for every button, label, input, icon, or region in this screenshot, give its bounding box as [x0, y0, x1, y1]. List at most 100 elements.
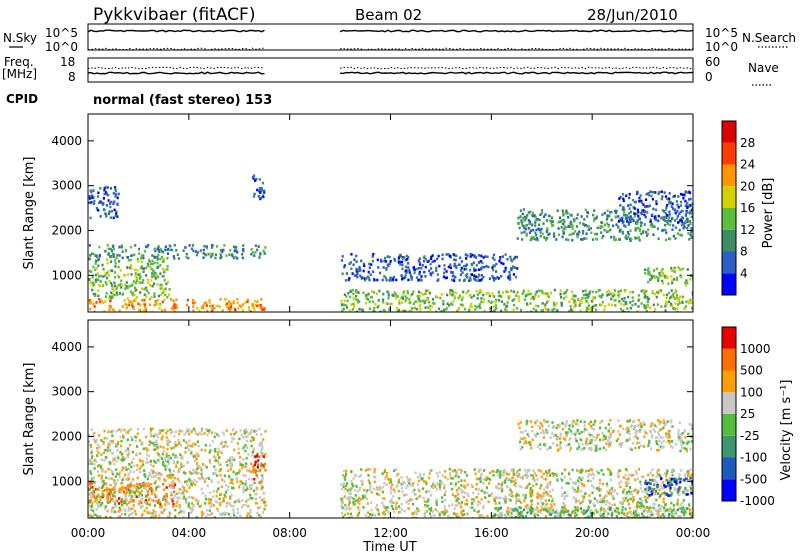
data-cell: [401, 257, 404, 260]
data-cell: [205, 246, 209, 250]
data-cell: [209, 500, 212, 504]
data-cell: [470, 273, 473, 276]
data-cell: [443, 271, 446, 275]
data-cell: [627, 223, 630, 226]
data-cell: [135, 489, 138, 492]
data-cell: [438, 471, 441, 474]
data-cell: [145, 494, 148, 498]
data-cell: [196, 307, 199, 310]
data-cell: [172, 304, 175, 308]
data-cell: [438, 483, 441, 486]
data-cell: [440, 293, 443, 296]
data-cell: [586, 306, 589, 309]
data-cell: [638, 516, 641, 518]
data-cell: [607, 303, 610, 306]
data-cell: [210, 512, 213, 515]
data-cell: [429, 469, 432, 472]
data-cell: [459, 468, 462, 471]
data-cell: [414, 471, 417, 475]
data-cell: [510, 480, 513, 483]
data-cell: [415, 497, 418, 501]
data-cell: [357, 506, 360, 509]
data-cell: [412, 511, 415, 515]
data-cell: [556, 478, 559, 481]
data-cell: [406, 258, 409, 261]
data-cell: [638, 239, 641, 242]
data-cell: [173, 446, 176, 449]
data-cell: [240, 505, 244, 509]
data-cell: [534, 215, 537, 219]
data-cell: [665, 435, 668, 438]
data-cell: [578, 516, 581, 518]
data-cell: [651, 197, 654, 201]
data-cell: [152, 499, 155, 502]
data-cell: [492, 264, 495, 267]
data-cell: [621, 309, 624, 312]
data-cell: [521, 212, 524, 216]
data-cell: [194, 497, 197, 501]
data-cell: [160, 437, 163, 440]
data-cell: [665, 472, 668, 475]
data-cell: [645, 231, 648, 234]
data-cell: [650, 194, 653, 198]
data-cell: [238, 461, 242, 464]
data-cell: [403, 493, 406, 497]
data-cell: [382, 292, 385, 296]
data-cell: [95, 206, 98, 210]
data-cell: [464, 253, 467, 256]
data-cell: [662, 218, 666, 221]
data-cell: [542, 502, 545, 506]
data-cell: [586, 225, 589, 228]
data-cell: [547, 214, 551, 218]
data-cell: [164, 308, 167, 312]
data-cell: [366, 297, 369, 301]
data-cell: [551, 224, 554, 227]
data-cell: [574, 304, 577, 307]
data-cell: [677, 432, 680, 435]
data-cell: [489, 310, 492, 312]
data-cell: [459, 273, 462, 276]
data-cell: [519, 421, 522, 424]
data-cell: [652, 428, 655, 431]
data-cell: [482, 275, 485, 279]
data-cell: [235, 515, 238, 518]
data-cell: [578, 230, 581, 233]
data-cell: [154, 475, 157, 478]
data-cell: [365, 294, 368, 297]
data-cell: [150, 516, 153, 518]
data-cell: [151, 262, 154, 266]
data-cell: [435, 269, 438, 272]
data-cell: [97, 443, 100, 447]
data-cell: [162, 429, 165, 432]
data-cell: [639, 194, 642, 197]
data-cell: [157, 265, 160, 269]
data-cell: [635, 435, 638, 439]
data-cell: [208, 431, 211, 434]
data-cell: [473, 269, 476, 272]
data-cell: [495, 307, 498, 310]
data-cell: [384, 506, 387, 509]
data-cell: [670, 440, 674, 443]
data-cell: [471, 485, 474, 489]
data-cell: [225, 429, 228, 432]
data-cell: [150, 498, 154, 502]
data-cell: [114, 259, 117, 262]
data-cell: [230, 478, 233, 481]
data-cell: [627, 511, 630, 514]
data-cell: [531, 237, 534, 241]
data-cell: [91, 491, 94, 495]
data-cell: [570, 232, 573, 236]
data-cell: [383, 482, 386, 485]
data-cell: [628, 486, 632, 489]
data-cell: [241, 253, 244, 256]
data-cell: [229, 465, 232, 468]
data-cell: [537, 468, 540, 472]
data-cell: [618, 197, 621, 200]
data-cell: [455, 504, 459, 507]
data-cell: [571, 424, 574, 428]
data-cell: [254, 501, 258, 505]
data-cell: [579, 309, 582, 312]
data-cell: [688, 220, 692, 223]
data-cell: [174, 508, 177, 512]
data-cell: [214, 459, 217, 462]
